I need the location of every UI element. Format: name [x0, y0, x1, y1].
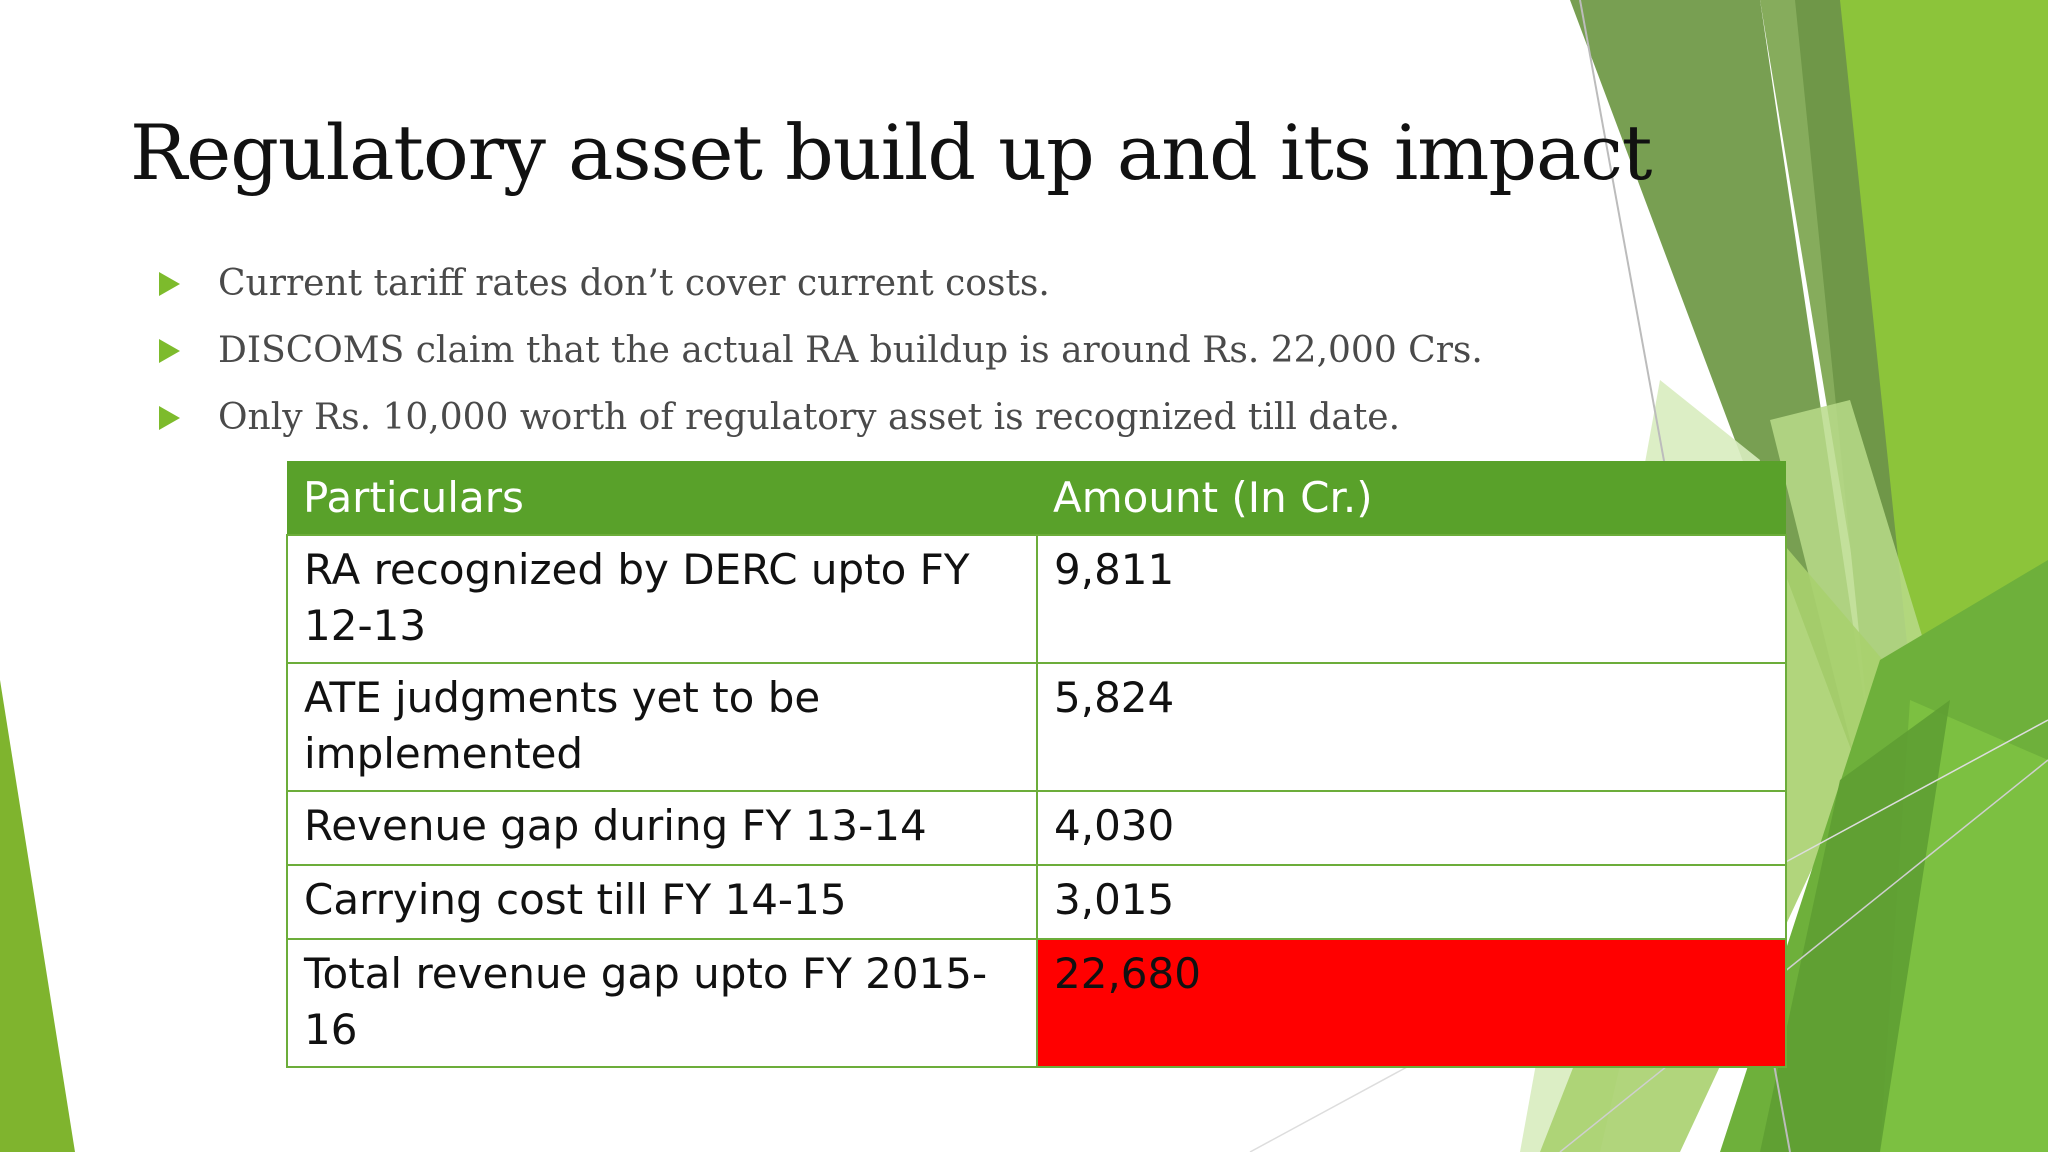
triangle-right-icon [159, 405, 180, 430]
amount-cell: 3,015 [1036, 864, 1787, 940]
particular-cell: Carrying cost till FY 14-15 [286, 864, 1038, 940]
table-row: Revenue gap during FY 13-14 4,030 [286, 790, 1787, 866]
bullet-item: Current tariff rates don’t cover current… [155, 250, 1483, 317]
particular-cell: Revenue gap during FY 13-14 [286, 790, 1038, 866]
particular-cell: ATE judgments yet to be implemented [286, 662, 1038, 792]
regulatory-asset-table: Particulars Amount (In Cr.) RA recognize… [286, 461, 1787, 1068]
amount-cell: 4,030 [1036, 790, 1787, 866]
column-header-amount: Amount (In Cr.) [1037, 461, 1786, 535]
bullet-text: Only Rs. 10,000 worth of regulatory asse… [218, 397, 1401, 438]
bullet-text: DISCOMS claim that the actual RA buildup… [218, 330, 1483, 371]
particular-cell: Total revenue gap upto FY 2015-16 [286, 938, 1038, 1068]
table-header-row: Particulars Amount (In Cr.) [287, 461, 1786, 535]
bullet-list: Current tariff rates don’t cover current… [155, 250, 1483, 451]
amount-cell: 9,811 [1036, 534, 1787, 664]
triangle-right-icon [159, 338, 180, 363]
slide-title: Regulatory asset build up and its impact [130, 108, 1652, 197]
table-row: ATE judgments yet to be implemented 5,82… [286, 662, 1787, 792]
bullet-text: Current tariff rates don’t cover current… [218, 263, 1050, 304]
particular-cell: RA recognized by DERC upto FY 12-13 [286, 534, 1038, 664]
table-row: Carrying cost till FY 14-15 3,015 [286, 864, 1787, 940]
column-header-particulars: Particulars [287, 461, 1037, 535]
table-row: RA recognized by DERC upto FY 12-13 9,81… [286, 534, 1787, 664]
total-amount-cell: 22,680 [1036, 938, 1787, 1068]
triangle-right-icon [159, 271, 180, 296]
bullet-item: DISCOMS claim that the actual RA buildup… [155, 317, 1483, 384]
amount-cell: 5,824 [1036, 662, 1787, 792]
table-row-total: Total revenue gap upto FY 2015-16 22,680 [286, 938, 1787, 1068]
bullet-item: Only Rs. 10,000 worth of regulatory asse… [155, 384, 1483, 451]
